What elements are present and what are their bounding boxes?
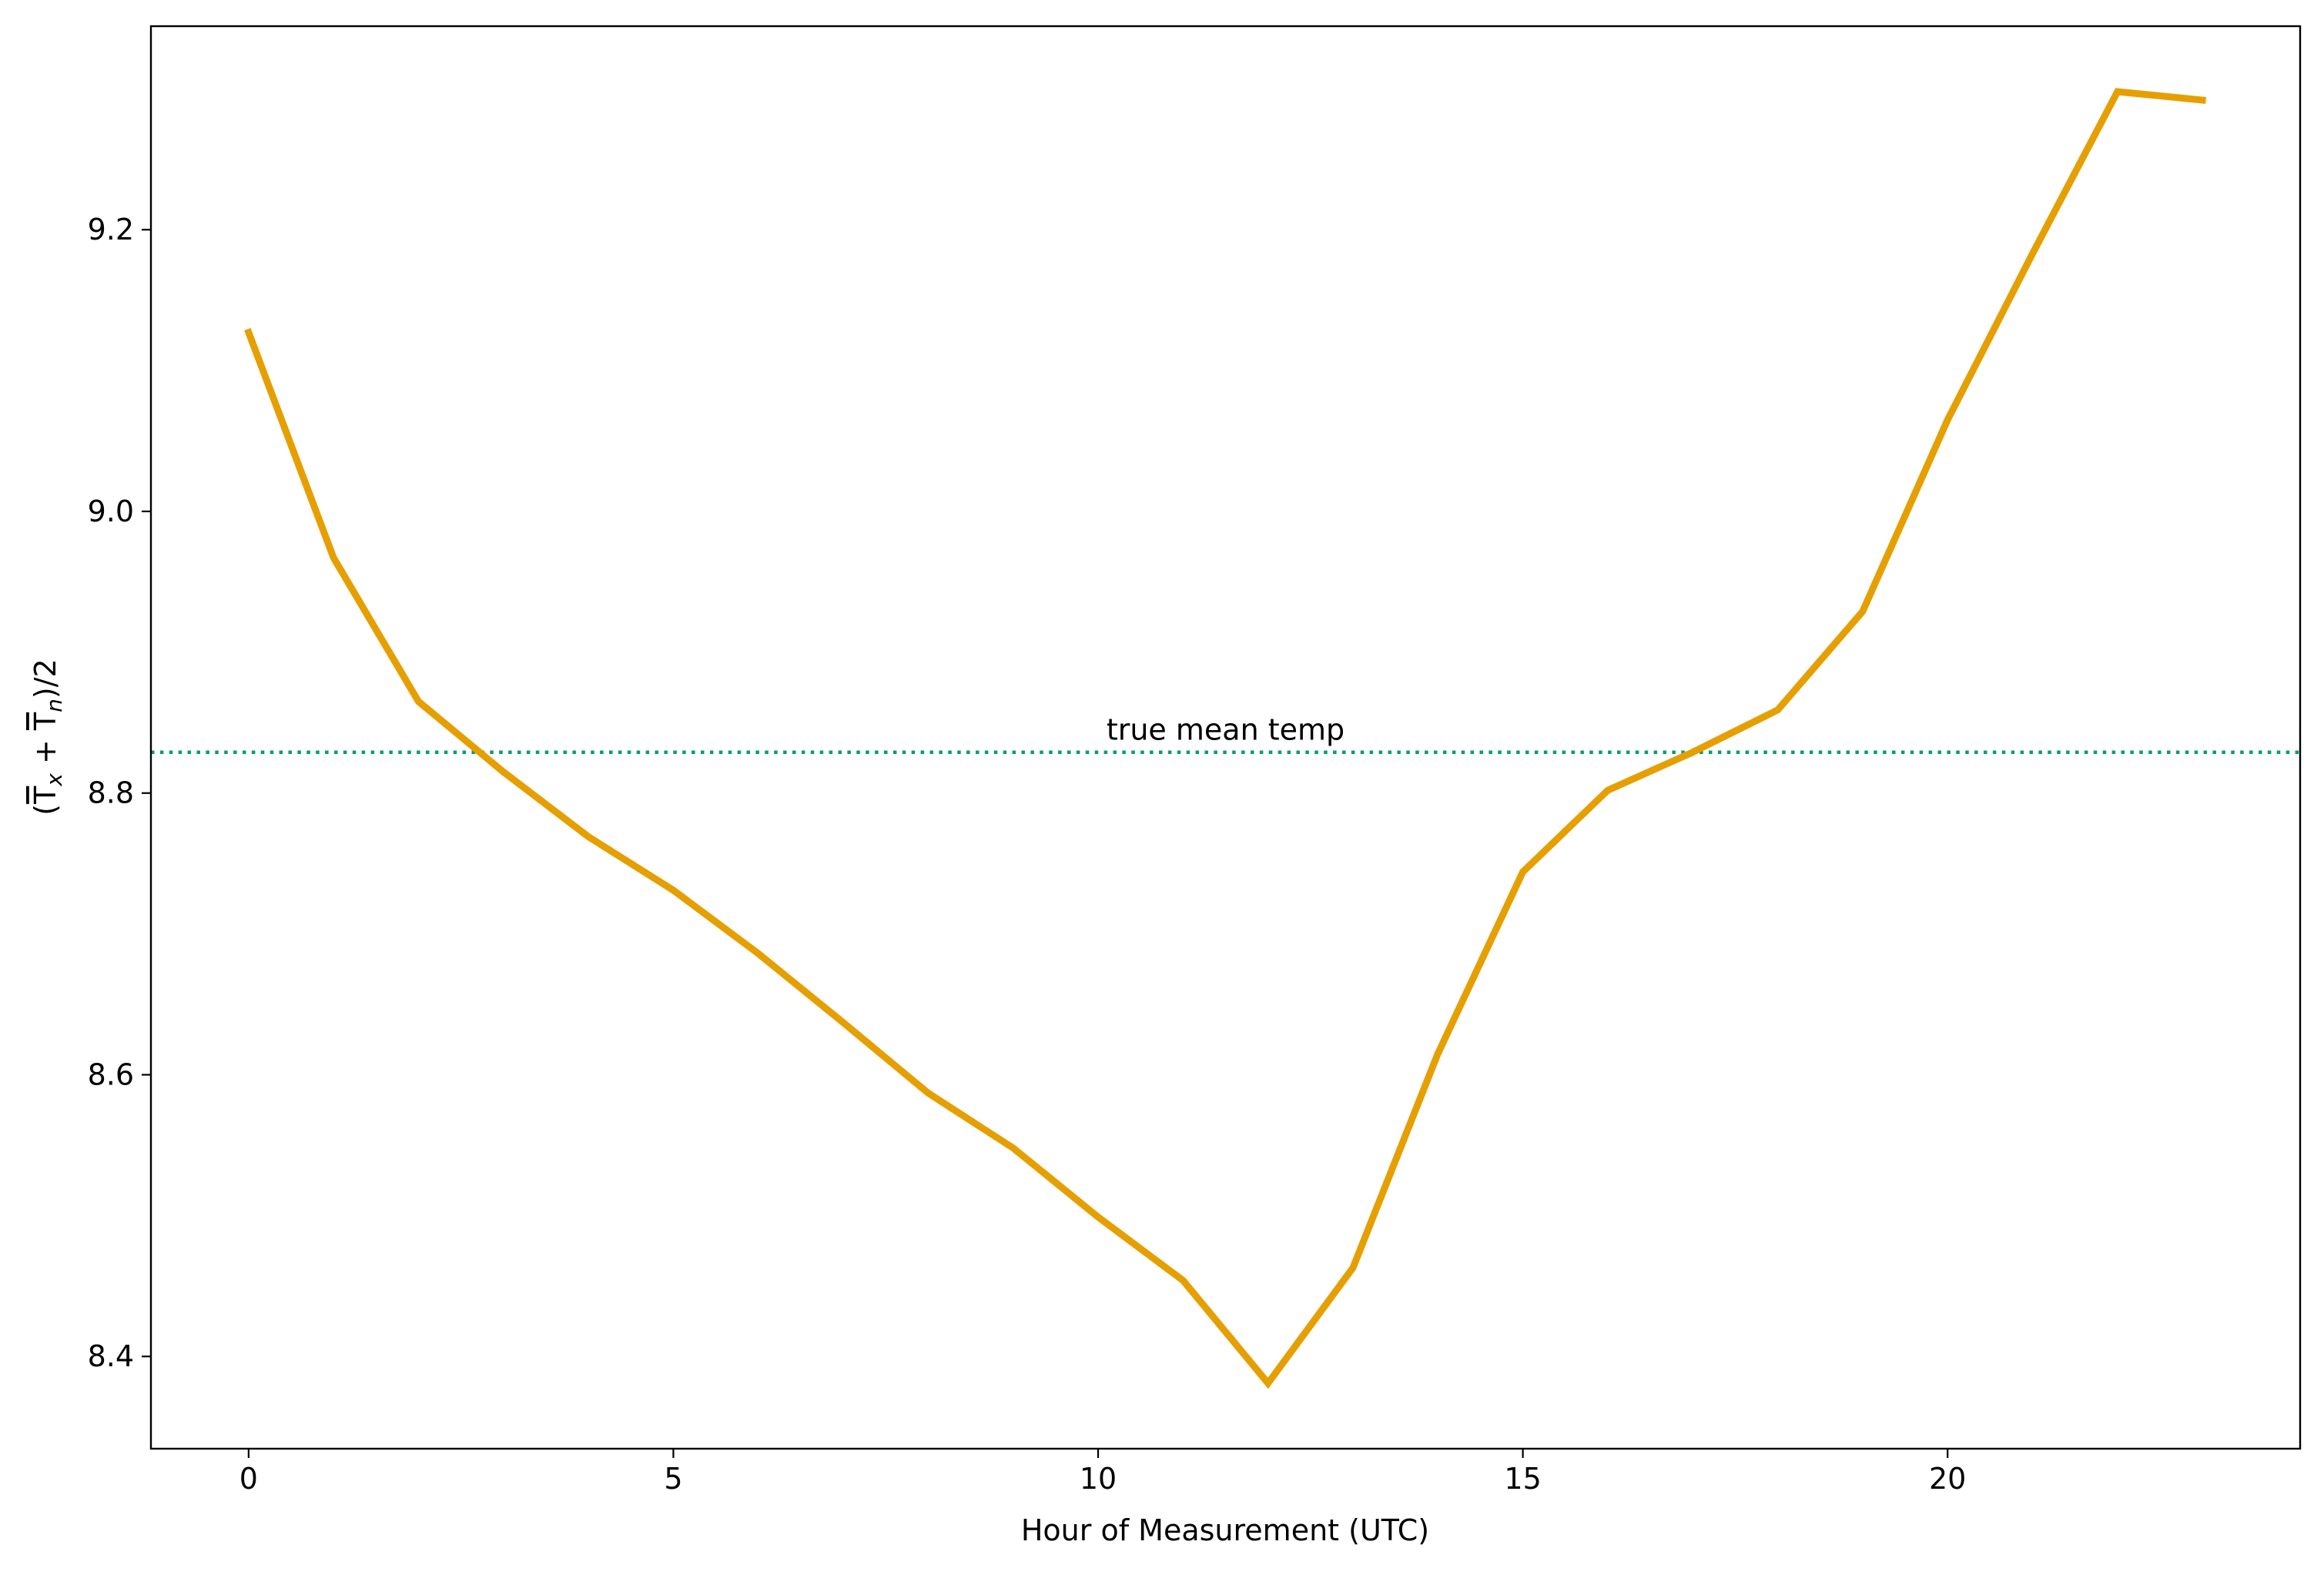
y-axis-label-close: )/2 <box>28 658 62 699</box>
x-axis-label: Hour of Measurement (UTC) <box>1021 1513 1429 1547</box>
y-axis-label-plus: + <box>28 730 62 773</box>
y-tick-label: 9.0 <box>88 494 134 528</box>
y-axis-label-open: ( <box>28 804 62 816</box>
x-tick-label: 5 <box>664 1462 682 1496</box>
y-tick-label: 8.8 <box>88 776 134 810</box>
y-axis-label-tmin-sub: n <box>42 699 67 712</box>
y-tick-label: 8.6 <box>88 1057 134 1091</box>
y-axis-label-tmin: T <box>28 712 62 731</box>
y-axis-label-tmax-sub: x <box>42 773 67 787</box>
y-axis-label-tmax: T <box>28 786 62 805</box>
y-axis-label: (Tx + Tn)/2 <box>28 658 67 815</box>
x-tick-label: 0 <box>239 1462 258 1496</box>
y-tick-label: 9.2 <box>88 213 134 246</box>
x-tick-label: 20 <box>1929 1462 1966 1496</box>
reference-line-label: true mean temp <box>1107 713 1345 747</box>
x-tick-label: 10 <box>1080 1462 1117 1496</box>
y-tick-label: 8.4 <box>88 1339 134 1373</box>
x-tick-label: 15 <box>1504 1462 1541 1496</box>
